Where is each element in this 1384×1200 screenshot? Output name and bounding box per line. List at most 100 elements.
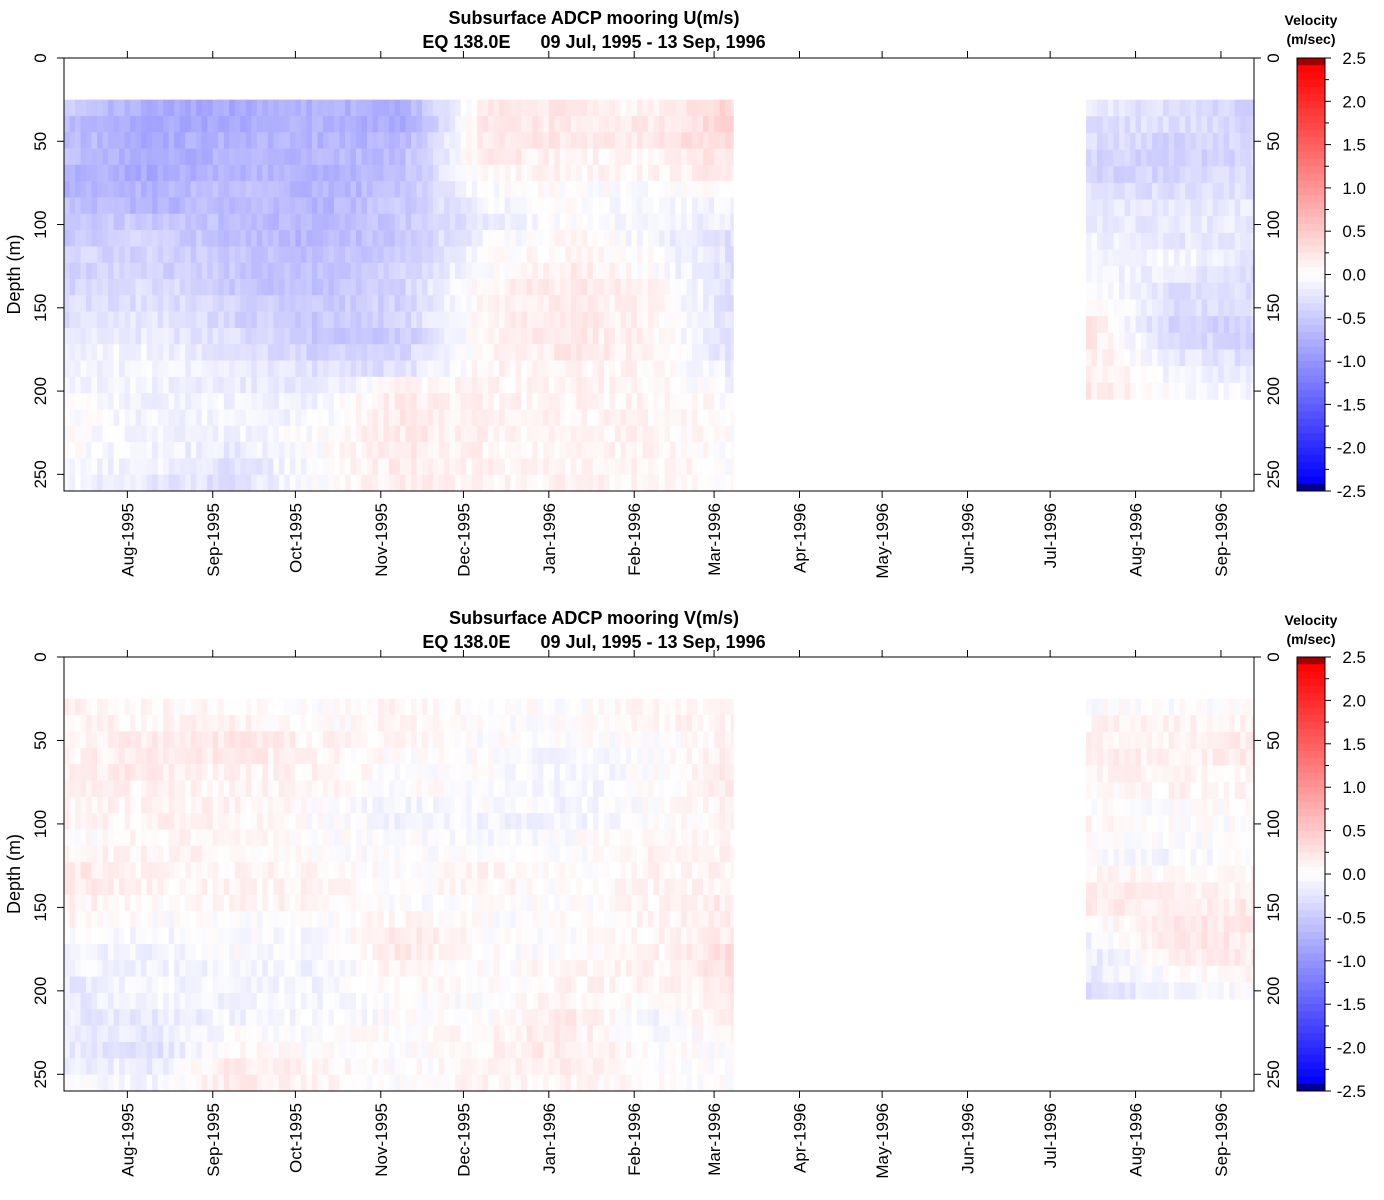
heatmap-cell	[130, 976, 137, 994]
heatmap-cell	[124, 894, 131, 912]
heatmap-cell	[251, 780, 258, 798]
heatmap-cell	[614, 246, 621, 264]
heatmap-cell	[1174, 299, 1181, 317]
heatmap-cell	[344, 230, 351, 247]
heatmap-cell	[64, 311, 70, 329]
heatmap-cell	[477, 181, 484, 198]
heatmap-cell	[625, 295, 632, 312]
heatmap-cell	[245, 764, 252, 781]
heatmap-cell	[163, 246, 170, 264]
heatmap-cell	[367, 731, 373, 749]
heatmap-cell	[372, 148, 379, 166]
heatmap-cell	[300, 1025, 307, 1043]
heatmap-cell	[185, 943, 192, 961]
heatmap-cell	[163, 393, 170, 410]
heatmap-cell	[229, 295, 236, 312]
heatmap-cell	[725, 360, 732, 378]
heatmap-cell	[91, 230, 98, 247]
heatmap-cell	[422, 393, 429, 410]
heatmap-cell	[548, 148, 555, 166]
heatmap-cell	[97, 164, 103, 182]
heatmap-cell	[251, 878, 258, 896]
heatmap-cell	[559, 442, 566, 459]
heatmap-cell	[521, 279, 528, 296]
heatmap-cell	[1234, 149, 1241, 167]
heatmap-cell	[119, 344, 125, 361]
heatmap-cell	[614, 311, 621, 329]
heatmap-cell	[1119, 299, 1125, 317]
heatmap-cell	[670, 295, 676, 312]
heatmap-cell	[157, 409, 164, 427]
heatmap-cell	[587, 164, 594, 182]
heatmap-cell	[355, 474, 362, 492]
heatmap-cell	[697, 425, 704, 443]
heatmap-cell	[719, 99, 726, 117]
heatmap-cell	[86, 845, 92, 863]
heatmap-cell	[653, 279, 660, 296]
heatmap-cell	[714, 311, 720, 329]
heatmap-cell	[223, 344, 230, 361]
heatmap-cell	[273, 197, 280, 215]
heatmap-cell	[267, 992, 274, 1010]
heatmap-cell	[526, 360, 533, 378]
heatmap-cell	[355, 992, 362, 1010]
heatmap-cell	[273, 327, 280, 345]
heatmap-cell	[444, 132, 451, 149]
heatmap-cell	[64, 213, 70, 231]
heatmap-cell	[152, 715, 159, 732]
heatmap-cell	[422, 99, 429, 117]
heatmap-cell	[1096, 116, 1103, 134]
heatmap-cell	[548, 409, 555, 427]
heatmap-cell	[201, 927, 208, 945]
heatmap-cell	[75, 327, 81, 345]
heatmap-cell	[416, 344, 423, 361]
x-tick-label: Apr-1996	[790, 503, 809, 573]
heatmap-cell	[256, 960, 263, 977]
heatmap-cell	[1229, 382, 1236, 400]
heatmap-cell	[471, 164, 478, 182]
heatmap-cell	[664, 279, 671, 296]
heatmap-cell	[229, 1009, 236, 1026]
heatmap-cell	[124, 976, 131, 994]
heatmap-cell	[1245, 232, 1252, 250]
heatmap-cell	[218, 115, 225, 133]
heatmap-cell	[240, 911, 247, 928]
heatmap-cell	[152, 213, 159, 231]
heatmap-cell	[295, 992, 302, 1010]
heatmap-cell	[124, 213, 131, 231]
heatmap-cell	[394, 262, 401, 280]
heatmap-cell	[295, 845, 302, 863]
heatmap-cell	[344, 279, 351, 296]
heatmap-cell	[328, 409, 335, 427]
heatmap-cell	[466, 115, 473, 133]
heatmap-cell	[1091, 382, 1098, 400]
heatmap-cell	[1152, 182, 1158, 200]
heatmap-cell	[1130, 232, 1136, 250]
heatmap-cell	[730, 262, 734, 280]
heatmap-cell	[482, 213, 489, 231]
heatmap-cell	[730, 279, 734, 296]
heatmap-cell	[427, 425, 434, 443]
heatmap-cell	[207, 1074, 214, 1092]
heatmap-cell	[1223, 366, 1230, 384]
heatmap-cell	[190, 132, 197, 149]
heatmap-cell	[405, 213, 412, 231]
heatmap-cell	[515, 311, 522, 329]
heatmap-cell	[289, 878, 296, 896]
heatmap-cell	[488, 376, 495, 394]
heatmap-cell	[1113, 282, 1120, 300]
heatmap-cell	[218, 764, 225, 781]
x-tick-label: Oct-1995	[286, 503, 305, 573]
heatmap-cell	[196, 1009, 203, 1026]
heatmap-cell	[168, 992, 175, 1010]
heatmap-cell	[124, 246, 131, 264]
heatmap-cell	[719, 279, 726, 296]
colorbar-swatch	[1297, 382, 1325, 391]
heatmap-cell	[1146, 99, 1153, 117]
heatmap-cell	[614, 197, 621, 215]
heatmap-cell	[1108, 282, 1114, 300]
heatmap-cell	[124, 99, 131, 117]
heatmap-cell	[548, 115, 555, 133]
heatmap-cell	[179, 262, 186, 280]
heatmap-cell	[113, 992, 120, 1010]
